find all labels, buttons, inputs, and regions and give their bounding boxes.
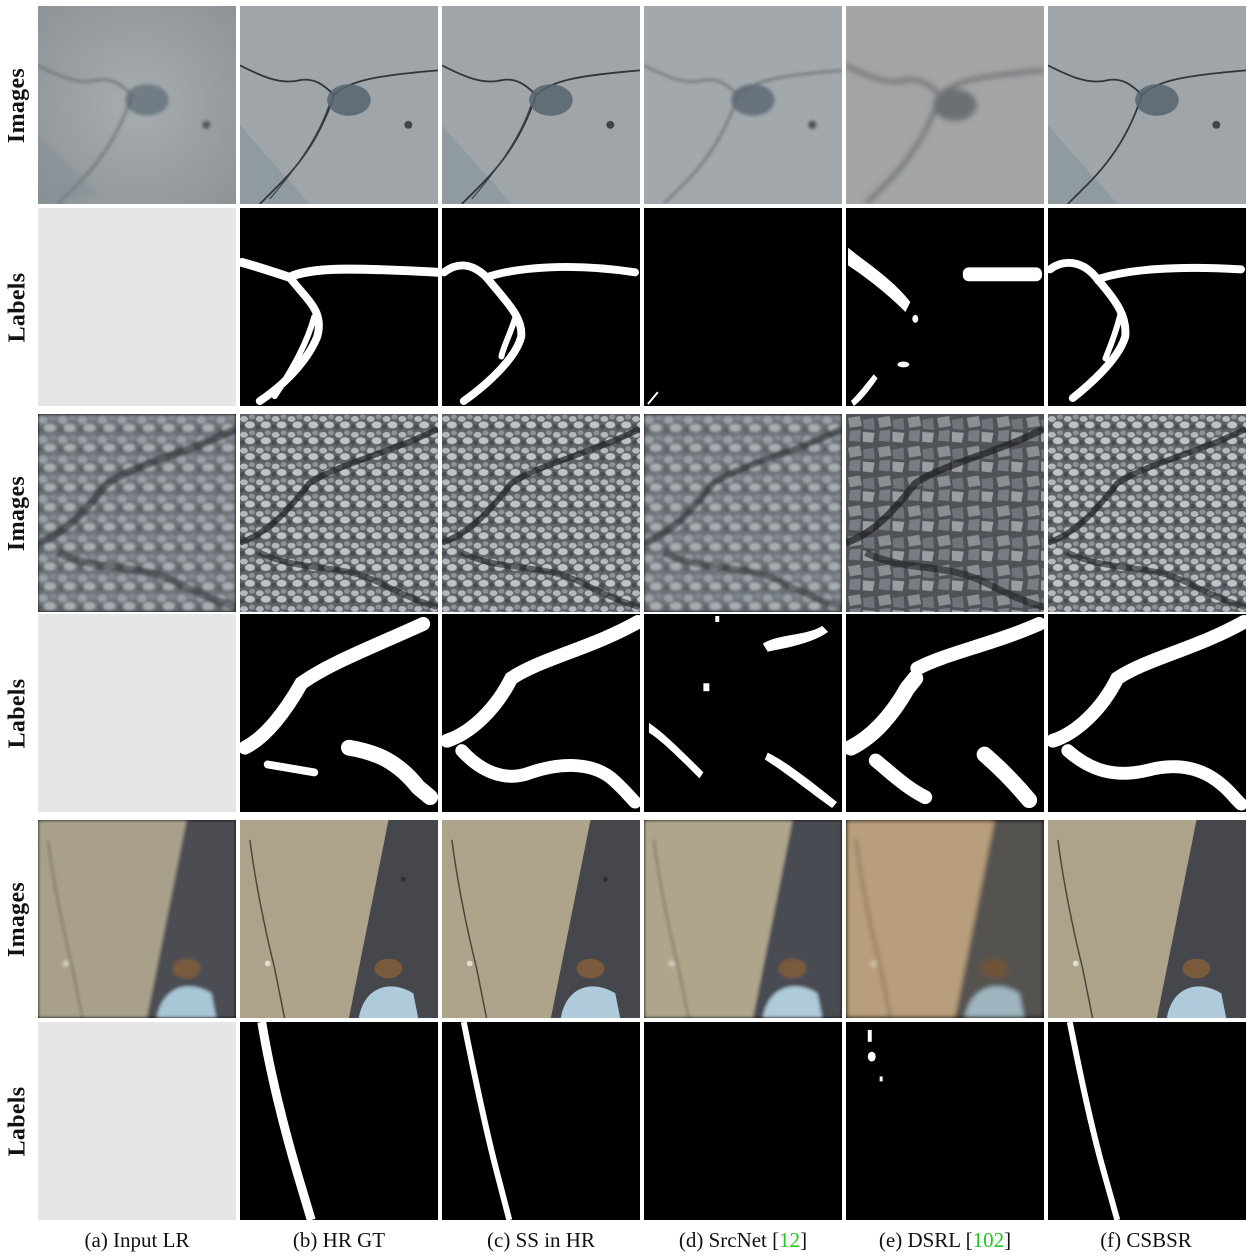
image-hr-gt-3 (240, 820, 438, 1018)
image-hr-gt-2 (240, 414, 438, 612)
caption-csbsr: (f) CSBSR (1100, 1228, 1192, 1252)
image-srcnet-3 (644, 820, 842, 1018)
label-dsrl-3 (846, 1022, 1044, 1220)
label-srcnet-2 (644, 614, 842, 812)
label-input-lr-empty-2 (38, 614, 236, 812)
row-label-images-3: Images (4, 881, 31, 957)
label-dsrl-2 (846, 614, 1044, 812)
citation-dsrl: 102 (972, 1228, 1005, 1252)
row-label-images-1: Images (4, 67, 31, 143)
label-input-lr-empty-3 (38, 1022, 236, 1220)
label-input-lr-empty-1 (38, 208, 236, 406)
caption-srcnet: (d) SrcNet [12] (678, 1228, 808, 1252)
image-input-lr-1 (38, 6, 236, 204)
citation-srcnet: 12 (779, 1228, 801, 1252)
label-hr-gt-3 (240, 1022, 438, 1220)
image-srcnet-1 (644, 6, 842, 204)
caption-hr-gt: (b) HR GT (292, 1228, 386, 1252)
caption-dsrl: (e) DSRL [102] (878, 1228, 1012, 1252)
image-dsrl-2 (846, 414, 1044, 612)
image-dsrl-1 (846, 6, 1044, 204)
image-input-lr-3 (38, 820, 236, 1018)
image-srcnet-2 (644, 414, 842, 612)
caption-ss-in-hr: (c) SS in HR (487, 1228, 595, 1252)
label-srcnet-1 (644, 208, 842, 406)
image-csbsr-3 (1048, 820, 1246, 1018)
label-ss-in-hr-2 (442, 614, 640, 812)
image-ss-in-hr-3 (442, 820, 640, 1018)
caption-input-lr: (a) Input LR (84, 1228, 190, 1252)
label-ss-in-hr-1 (442, 208, 640, 406)
label-dsrl-1 (846, 208, 1044, 406)
image-csbsr-1 (1048, 6, 1246, 204)
image-dsrl-3 (846, 820, 1044, 1018)
row-label-labels-1: Labels (4, 272, 31, 342)
label-ss-in-hr-3 (442, 1022, 640, 1220)
image-ss-in-hr-1 (442, 6, 640, 204)
label-srcnet-3 (644, 1022, 842, 1220)
image-hr-gt-1 (240, 6, 438, 204)
label-csbsr-3 (1048, 1022, 1246, 1220)
label-csbsr-2 (1048, 614, 1246, 812)
row-label-labels-2: Labels (4, 678, 31, 748)
label-hr-gt-1 (240, 208, 438, 406)
image-ss-in-hr-2 (442, 414, 640, 612)
row-label-images-2: Images (4, 475, 31, 551)
image-csbsr-2 (1048, 414, 1246, 612)
label-hr-gt-2 (240, 614, 438, 812)
row-label-labels-3: Labels (4, 1086, 31, 1156)
image-input-lr-2 (38, 414, 236, 612)
label-csbsr-1 (1048, 208, 1246, 406)
